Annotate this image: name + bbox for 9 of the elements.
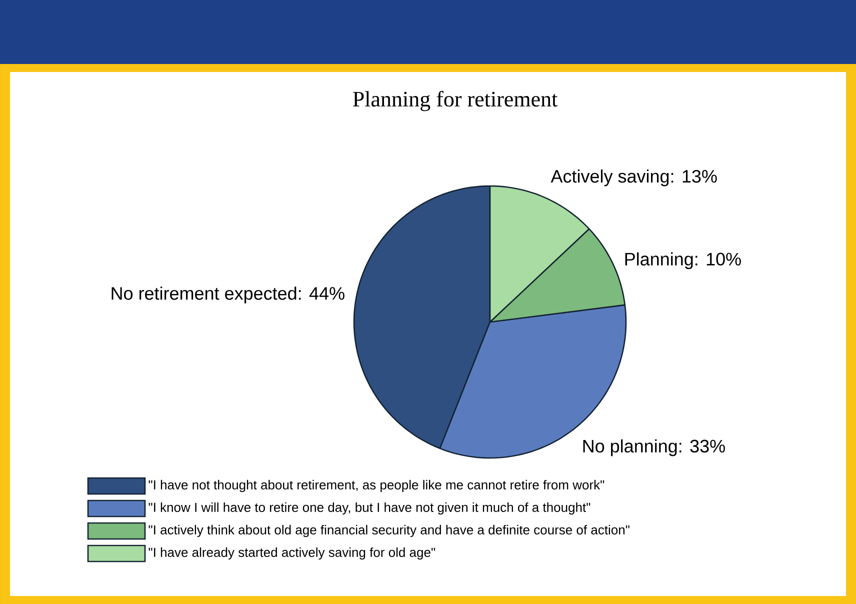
data-label: No planning: 33%: [583, 439, 725, 456]
data-label: Planning: 10%: [625, 252, 741, 270]
chart-title: Planning for retirement: [353, 90, 558, 112]
legend-label: "I have not thought about retirement, as people like me cannot retire from work": [148, 480, 604, 492]
legend-label: "I know I will have to retire one day, but I have not given it much of a thought": [148, 502, 590, 515]
data-label: No retirement expected: 44%: [112, 286, 344, 304]
legend-label: "I actively think about old age financial security and have a definite course of action": [148, 524, 630, 538]
data-label: Actively saving: 13%: [550, 169, 717, 186]
legend-label: "I have already started actively saving for old age": [148, 547, 436, 560]
